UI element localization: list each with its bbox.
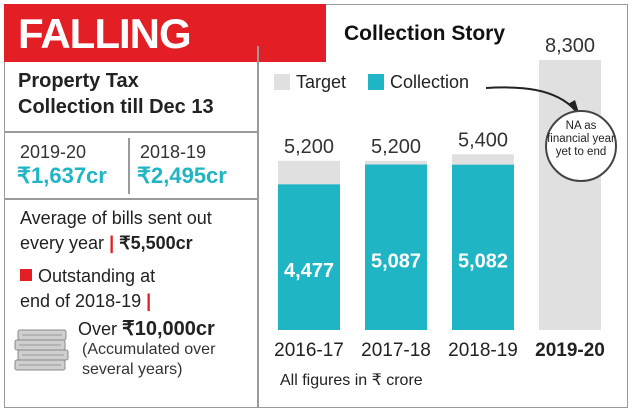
money-stack-icon bbox=[12, 326, 72, 383]
chart-footnote: All figures in ₹ crore bbox=[280, 372, 423, 389]
year-label-2019-20: 2019-20 bbox=[20, 142, 87, 162]
na-note-text: NA as financial year yet to end bbox=[547, 120, 615, 158]
collection-label: 5,082 bbox=[458, 250, 508, 272]
outstanding: Outstanding at end of 2018-19 | bbox=[20, 264, 252, 314]
legend-target: Target bbox=[274, 72, 346, 93]
divider bbox=[4, 131, 257, 133]
collection-bar bbox=[452, 164, 514, 330]
separator: | bbox=[146, 291, 152, 311]
average-bills-value: ₹5,500cr bbox=[119, 233, 193, 253]
property-tax-title-line2: Collection till Dec 13 bbox=[18, 96, 214, 118]
target-label: 5,200 bbox=[284, 136, 334, 158]
legend-swatch-target bbox=[274, 74, 290, 90]
collection-label: 4,477 bbox=[284, 260, 334, 282]
separator: | bbox=[109, 233, 115, 253]
year-label-2018-19: 2018-19 bbox=[140, 142, 207, 162]
legend-collection: Collection bbox=[368, 72, 469, 93]
property-tax-title-line1: Property Tax bbox=[18, 70, 139, 92]
average-bills-line1: Average of bills sent out bbox=[20, 208, 212, 228]
outstanding-line1: Outstanding at bbox=[20, 264, 252, 289]
target-label: 5,400 bbox=[458, 129, 508, 151]
x-tick-label: 2017-18 bbox=[361, 340, 431, 361]
target-label: 8,300 bbox=[545, 35, 595, 57]
average-bills-line2: every year | ₹5,500cr bbox=[20, 231, 252, 256]
column-divider bbox=[257, 46, 259, 408]
collection-bar bbox=[365, 164, 427, 330]
year-value-2018-19: ₹2,495cr bbox=[137, 163, 227, 188]
outstanding-over-value: ₹10,000cr bbox=[122, 318, 215, 340]
collection-label: 5,087 bbox=[371, 250, 421, 272]
x-tick-label: 2018-19 bbox=[448, 340, 518, 361]
outstanding-over-prefix: Over bbox=[78, 319, 118, 339]
outstanding-over: Over ₹10,000cr bbox=[78, 316, 215, 341]
banner-title: FALLING SHORT bbox=[18, 10, 192, 105]
property-tax-title: Property Tax Collection till Dec 13 bbox=[18, 68, 248, 120]
outstanding-line2-text: end of 2018-19 bbox=[20, 291, 142, 311]
x-tick-label: 2016-17 bbox=[274, 340, 344, 361]
na-note-circle: NA as financial year yet to end bbox=[545, 110, 617, 182]
target-label: 5,200 bbox=[371, 136, 421, 158]
average-bills-prefix: every year bbox=[20, 233, 105, 253]
red-square-icon bbox=[20, 269, 32, 281]
legend-label-target: Target bbox=[296, 72, 347, 92]
banner: FALLING SHORT bbox=[4, 4, 326, 105]
outstanding-line1-text: Outstanding at bbox=[38, 266, 156, 286]
outstanding-note: (Accumulated over several years) bbox=[82, 341, 216, 378]
average-bills: Average of bills sent out every year | ₹… bbox=[20, 206, 252, 256]
chart-title: Collection Story bbox=[344, 22, 506, 45]
year-value-2019-20: ₹1,637cr bbox=[17, 163, 107, 188]
legend-label-collection: Collection bbox=[390, 72, 470, 92]
legend-swatch-collection bbox=[368, 74, 384, 90]
divider bbox=[4, 198, 257, 200]
divider-vertical bbox=[128, 138, 130, 194]
target-bar bbox=[539, 60, 601, 330]
x-tick-label: 2019-20 bbox=[535, 340, 605, 361]
collection-bar bbox=[278, 184, 340, 330]
outstanding-line2: end of 2018-19 | bbox=[20, 289, 252, 314]
